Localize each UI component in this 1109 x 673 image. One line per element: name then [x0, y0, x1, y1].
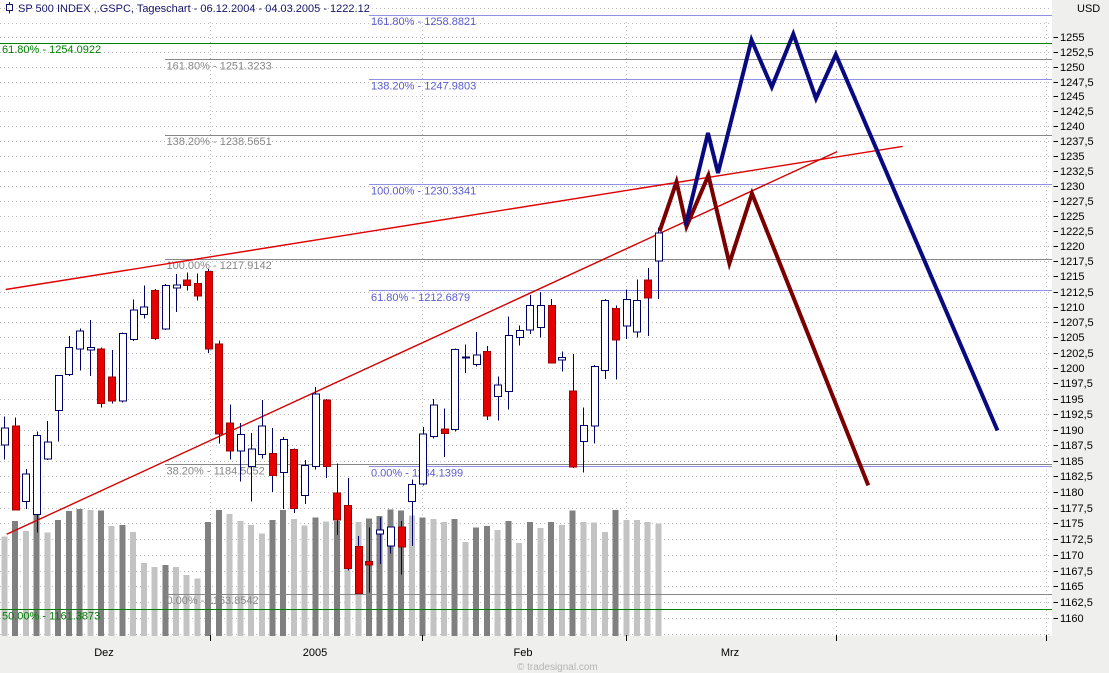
svg-text:0.00% - 1184.1399: 0.00% - 1184.1399	[371, 468, 463, 480]
svg-text:1215: 1215	[1060, 271, 1084, 283]
svg-text:61.80% - 1254.0922: 61.80% - 1254.0922	[2, 44, 101, 56]
svg-text:100.00% - 1217.9142: 100.00% - 1217.9142	[167, 260, 272, 272]
svg-text:1197,5: 1197,5	[1060, 378, 1093, 390]
svg-text:38.20% - 1184.5052: 38.20% - 1184.5052	[167, 465, 265, 477]
svg-text:1202,5: 1202,5	[1060, 348, 1094, 360]
svg-text:1162,5: 1162,5	[1060, 597, 1093, 609]
svg-text:1222,5: 1222,5	[1060, 226, 1094, 238]
svg-text:Feb: Feb	[514, 647, 533, 659]
svg-text:161.80% - 1258.8821: 161.80% - 1258.8821	[371, 16, 476, 28]
svg-text:1235: 1235	[1060, 151, 1084, 163]
svg-text:1210: 1210	[1060, 302, 1084, 314]
svg-text:1232,5: 1232,5	[1060, 166, 1094, 178]
svg-text:1217,5: 1217,5	[1060, 256, 1094, 268]
svg-text:1240: 1240	[1060, 121, 1084, 133]
svg-text:1180: 1180	[1060, 487, 1084, 499]
svg-text:1255: 1255	[1060, 32, 1084, 44]
svg-text:0.00% - 1163.8542: 0.00% - 1163.8542	[167, 595, 259, 607]
svg-text:1192,5: 1192,5	[1060, 409, 1093, 421]
svg-text:138.20% - 1238.5651: 138.20% - 1238.5651	[167, 136, 272, 148]
svg-text:50.00% - 1161.3873: 50.00% - 1161.3873	[2, 611, 100, 623]
svg-text:1160: 1160	[1060, 613, 1084, 625]
svg-text:1172,5: 1172,5	[1060, 534, 1093, 546]
svg-text:2005: 2005	[303, 647, 327, 659]
svg-text:© tradesignal.com: © tradesignal.com	[517, 662, 598, 673]
svg-text:1245: 1245	[1060, 91, 1084, 103]
svg-text:1165: 1165	[1060, 581, 1084, 593]
svg-text:1175: 1175	[1060, 518, 1084, 530]
svg-text:1225: 1225	[1060, 211, 1084, 223]
svg-text:1230: 1230	[1060, 181, 1084, 193]
svg-text:1185: 1185	[1060, 456, 1084, 468]
svg-text:SP 500 INDEX ,.GSPC, Tageschar: SP 500 INDEX ,.GSPC, Tageschart - 06.12.…	[18, 3, 370, 15]
svg-text:1200: 1200	[1060, 363, 1084, 375]
svg-text:1242,5: 1242,5	[1060, 106, 1094, 118]
svg-text:1212,5: 1212,5	[1060, 287, 1094, 299]
svg-text:161.80% - 1251.3233: 161.80% - 1251.3233	[167, 61, 272, 73]
svg-text:1227,5: 1227,5	[1060, 196, 1094, 208]
svg-text:138.20% - 1247.9803: 138.20% - 1247.9803	[371, 80, 476, 92]
svg-text:1250: 1250	[1060, 62, 1084, 74]
svg-text:1195: 1195	[1060, 394, 1084, 406]
svg-text:1170: 1170	[1060, 550, 1084, 562]
svg-text:61.80% - 1212.6879: 61.80% - 1212.6879	[371, 292, 470, 304]
svg-text:1177,5: 1177,5	[1060, 503, 1093, 515]
svg-text:1182,5: 1182,5	[1060, 471, 1093, 483]
svg-text:1220: 1220	[1060, 241, 1084, 253]
svg-text:1167,5: 1167,5	[1060, 566, 1093, 578]
svg-text:1247,5: 1247,5	[1060, 77, 1094, 89]
svg-text:1205: 1205	[1060, 332, 1084, 344]
svg-text:Mrz: Mrz	[721, 647, 739, 659]
svg-text:1190: 1190	[1060, 425, 1084, 437]
svg-text:1252,5: 1252,5	[1060, 47, 1094, 59]
svg-text:100.00% - 1230.3341: 100.00% - 1230.3341	[371, 185, 476, 197]
svg-text:1207,5: 1207,5	[1060, 317, 1094, 329]
svg-text:USD: USD	[1077, 3, 1100, 15]
svg-text:Dez: Dez	[94, 647, 114, 659]
svg-text:1187,5: 1187,5	[1060, 440, 1093, 452]
svg-text:1237,5: 1237,5	[1060, 136, 1094, 148]
